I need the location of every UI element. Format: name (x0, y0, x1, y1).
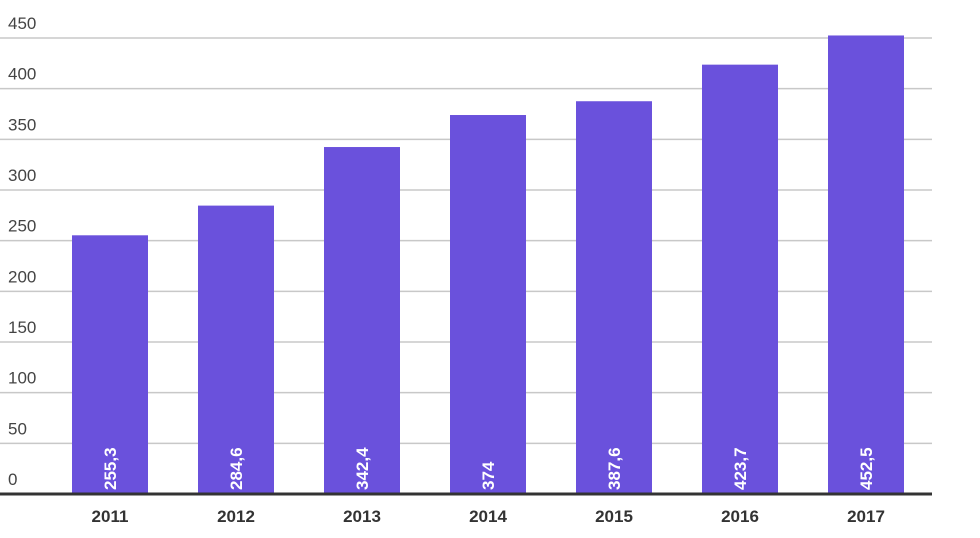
bar (576, 101, 652, 495)
y-tick-label: 450 (8, 14, 36, 33)
y-tick-label: 200 (8, 267, 36, 286)
x-tick-label: 2014 (469, 507, 507, 526)
x-tick-label: 2017 (847, 507, 885, 526)
y-tick-label: 350 (8, 115, 36, 134)
value-label: 452,5 (857, 447, 876, 490)
x-tick-label: 2011 (92, 507, 129, 526)
value-label: 374 (479, 461, 498, 490)
value-label: 284,6 (227, 447, 246, 490)
value-label: 342,4 (353, 447, 372, 490)
y-tick-label: 100 (8, 369, 36, 388)
y-tick-label: 300 (8, 166, 36, 185)
y-tick-label: 400 (8, 65, 36, 84)
bar (198, 205, 274, 494)
y-tick-label: 50 (8, 419, 27, 438)
y-tick-label: 250 (8, 217, 36, 236)
bar (450, 115, 526, 494)
bar (828, 35, 904, 494)
bar (72, 235, 148, 494)
value-label: 423,7 (731, 447, 750, 490)
value-label: 255,3 (101, 447, 120, 490)
x-tick-label: 2015 (595, 507, 633, 526)
bar (702, 64, 778, 494)
x-tick-label: 2013 (343, 507, 381, 526)
y-tick-label: 150 (8, 318, 36, 337)
x-tick-label: 2012 (217, 507, 255, 526)
y-tick-label: 0 (8, 470, 17, 489)
value-label: 387,6 (605, 447, 624, 490)
bar (324, 147, 400, 494)
x-tick-label: 2016 (721, 507, 759, 526)
